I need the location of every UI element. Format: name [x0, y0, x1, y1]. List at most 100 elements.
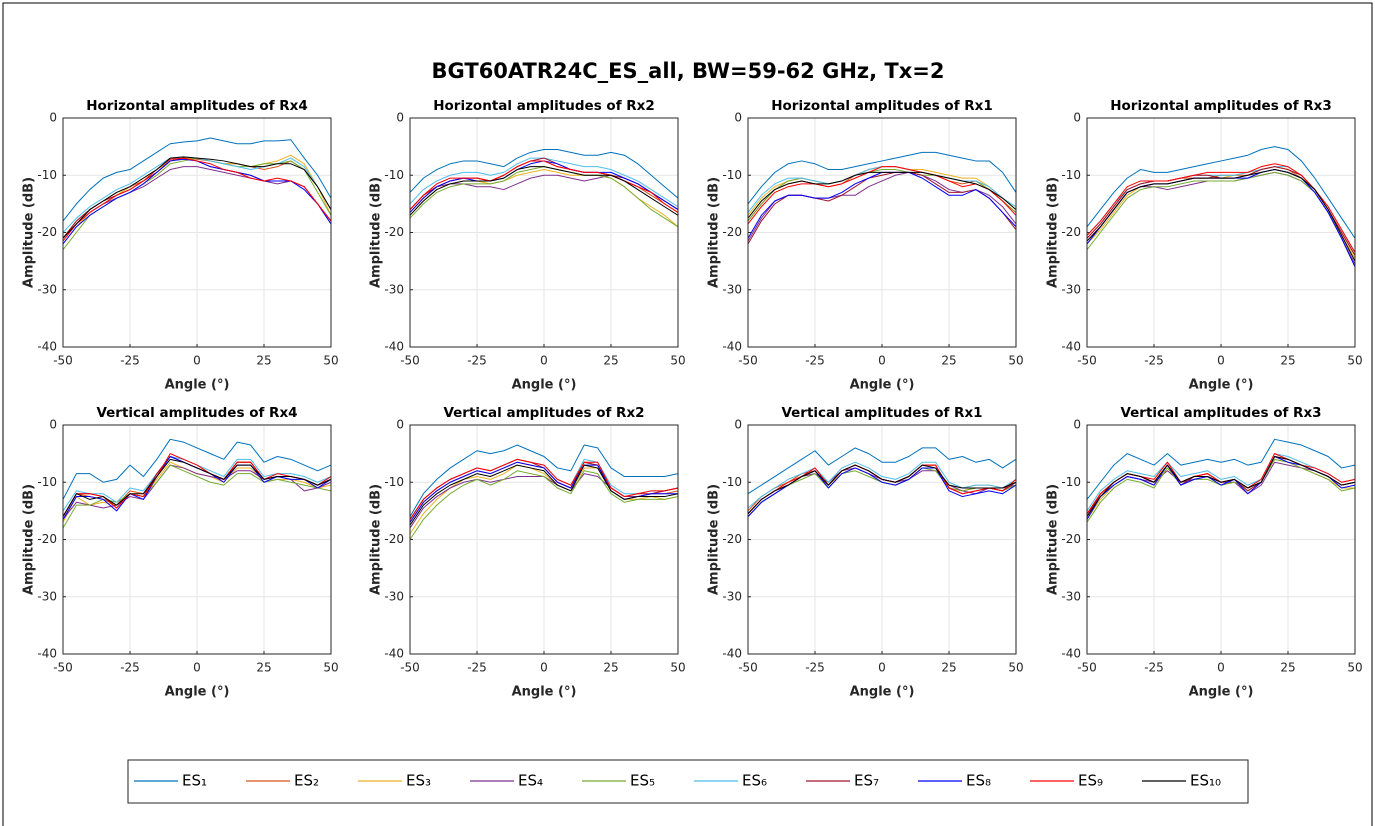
x-axis-label: Angle (°) [1189, 378, 1254, 393]
x-tick-label: 50 [1008, 354, 1023, 368]
subplot-title: Vertical amplitudes of Rx2 [443, 405, 644, 421]
x-tick-label: 0 [540, 661, 548, 675]
x-tick-label: 0 [1217, 354, 1225, 368]
y-tick-label: -20 [37, 532, 57, 546]
y-tick-label: -10 [1061, 168, 1081, 182]
x-tick-label: 25 [1280, 354, 1295, 368]
axes-box [1086, 117, 1356, 348]
y-axis-label: Amplitude (dB) [369, 177, 384, 288]
y-tick-label: 0 [396, 111, 404, 125]
series-line [1086, 163, 1356, 253]
axes-box [747, 424, 1017, 655]
x-tick-label: 25 [256, 661, 271, 675]
x-axis-label: Angle (°) [512, 685, 577, 700]
x-tick-label: -25 [467, 354, 487, 368]
axes-box [1086, 424, 1356, 655]
x-axis-label: Angle (°) [850, 378, 915, 393]
y-axis-label: Amplitude (dB) [22, 177, 37, 288]
y-tick-label: -10 [722, 475, 742, 489]
series-line [1086, 455, 1356, 517]
x-tick-label: 50 [1008, 661, 1023, 675]
x-tick-label: -50 [53, 661, 73, 675]
series-line [62, 453, 332, 517]
y-tick-label: -30 [37, 282, 57, 296]
series-line [747, 461, 1017, 509]
y-tick-label: -10 [722, 168, 742, 182]
y-tick-label: -10 [384, 168, 404, 182]
x-tick-label: 50 [1347, 661, 1362, 675]
y-tick-label: 0 [1073, 418, 1081, 432]
y-tick-label: -10 [1061, 475, 1081, 489]
legend-label: ES₅ [630, 772, 655, 790]
subplot-title: Horizontal amplitudes of Rx3 [1110, 98, 1332, 114]
series-line [62, 157, 332, 242]
x-tick-label: 50 [670, 354, 685, 368]
y-tick-label: -30 [37, 589, 57, 603]
x-tick-label: 0 [193, 661, 201, 675]
series-line [409, 464, 679, 526]
series-line [62, 137, 332, 222]
series-line [409, 444, 679, 517]
x-axis-label: Angle (°) [165, 378, 230, 393]
series-line [1086, 438, 1356, 500]
series-line [747, 447, 1017, 495]
series-line [409, 470, 679, 540]
series-line [747, 171, 1017, 219]
legend-label: ES₇ [854, 772, 879, 790]
series-line [62, 438, 332, 500]
x-axis-label: Angle (°) [512, 378, 577, 393]
x-tick-label: 50 [1347, 354, 1362, 368]
y-tick-label: 0 [734, 111, 742, 125]
y-axis-label: Amplitude (dB) [1046, 484, 1061, 595]
y-tick-label: -10 [37, 168, 57, 182]
x-tick-label: -25 [120, 661, 140, 675]
x-tick-label: 50 [323, 354, 338, 368]
x-tick-label: 25 [256, 354, 271, 368]
legend-label: ES₃ [406, 772, 431, 790]
y-tick-label: -30 [384, 589, 404, 603]
y-tick-label: -40 [722, 647, 742, 661]
legend-label: ES₄ [518, 772, 543, 790]
legend-label: ES₉ [1078, 772, 1103, 790]
x-tick-label: -50 [1077, 354, 1097, 368]
legend-label: ES₁ [182, 772, 207, 790]
series-line [1086, 453, 1356, 512]
y-axis-label: Amplitude (dB) [707, 484, 722, 595]
y-tick-label: 0 [396, 418, 404, 432]
subplot-title: Horizontal amplitudes of Rx4 [86, 98, 308, 114]
x-tick-label: -25 [1144, 354, 1164, 368]
axes-box [62, 117, 332, 348]
y-tick-label: -30 [384, 282, 404, 296]
y-tick-label: -20 [1061, 225, 1081, 239]
legend-label: ES₈ [966, 772, 991, 790]
subplot-title: Vertical amplitudes of Rx1 [781, 405, 982, 421]
subplot-title: Horizontal amplitudes of Rx1 [771, 98, 993, 114]
y-tick-label: -30 [1061, 589, 1081, 603]
y-tick-label: -40 [384, 340, 404, 354]
subplot-title: Vertical amplitudes of Rx4 [96, 405, 297, 421]
subplot-title: Vertical amplitudes of Rx3 [1120, 405, 1321, 421]
series-line [747, 166, 1017, 225]
series-line [747, 151, 1017, 205]
y-tick-label: -30 [722, 282, 742, 296]
x-tick-label: 0 [193, 354, 201, 368]
axes-box [409, 117, 679, 348]
x-tick-label: -25 [805, 354, 825, 368]
y-tick-label: -10 [37, 475, 57, 489]
series-line [62, 166, 332, 239]
series-line [409, 464, 679, 535]
y-tick-label: -20 [722, 532, 742, 546]
x-tick-label: 0 [1217, 661, 1225, 675]
y-tick-label: 0 [734, 418, 742, 432]
x-axis-label: Angle (°) [1189, 685, 1254, 700]
x-tick-label: -25 [467, 661, 487, 675]
y-tick-label: 0 [49, 418, 57, 432]
x-axis-label: Angle (°) [850, 685, 915, 700]
x-tick-label: 50 [323, 661, 338, 675]
y-tick-label: -20 [384, 225, 404, 239]
y-tick-label: 0 [1073, 111, 1081, 125]
y-tick-label: -10 [384, 475, 404, 489]
series-line [1086, 146, 1356, 239]
y-tick-label: -20 [37, 225, 57, 239]
